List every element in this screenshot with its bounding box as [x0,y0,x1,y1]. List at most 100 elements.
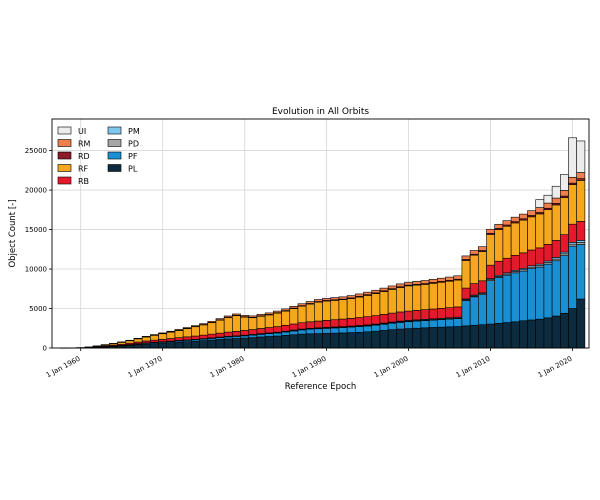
bar-pf-1997 [379,323,389,331]
legend-label-pl: PL [128,165,138,174]
bar-pf-2004 [437,319,446,328]
bar-rm-1974 [191,325,200,327]
bar-rm-1996 [371,289,381,294]
legend-label-rf: RF [78,165,89,174]
legend-swatch-pd [107,139,122,147]
bar-rb-2013 [510,254,520,271]
bar-pf-1991 [330,327,340,334]
legend-item-pd: PD [107,139,139,149]
legend-swatch-ui [57,126,72,135]
bar-pf-1990 [322,328,332,334]
bar-rf-2019 [560,197,569,235]
bar-rb-1998 [387,312,397,323]
bar-rm-2000 [404,281,414,286]
bar-pf-2003 [428,319,438,328]
bar-rm-1977 [215,318,225,321]
legend-item-pl: PL [107,164,138,174]
bar-pf-2012 [502,274,512,323]
legend-label-pf: PF [128,152,138,161]
bar-rb-2012 [502,257,512,274]
bar-rf-2007 [461,260,471,289]
bar-rb-1995 [363,316,373,326]
bar-rm-2006 [453,275,463,280]
bar-rm-1994 [355,293,364,297]
bar-rb-1993 [346,318,356,327]
bar-rf-1993 [346,298,356,319]
bar-pf-2002 [420,320,430,329]
bar-pf-1992 [338,327,348,334]
bar-pl-1977 [215,339,225,349]
bar-rm-2013 [510,216,520,222]
bar-rm-1986 [289,306,299,309]
bar-rb-1970 [158,339,168,342]
x-tick-label: 1 Jan 2000 [373,355,410,380]
bar-pf-2008 [469,296,479,326]
bar-rf-2008 [469,254,479,284]
bar-pf-1983 [264,333,274,337]
bar-rm-1979 [232,313,241,316]
y-axis-label: Object Count [-] [8,199,18,267]
bar-pl-1981 [248,337,258,349]
chart-title: Evolution in All Orbits [272,107,369,117]
bar-pl-2001 [412,327,422,349]
legend-item-ui: UI [57,126,86,136]
bar-pl-2006 [453,326,463,349]
legend-item-rf: RF [57,164,89,174]
legend-swatch-rm [57,139,72,147]
bar-rb-2015 [527,249,537,267]
y-axis-ticks: 0 5000 10000 15000 20000 25000 [25,147,52,353]
bar-rf-2005 [445,280,455,308]
bar-rf-2016 [535,213,545,249]
bar-rf-2021 [576,180,586,222]
y-tick-label: 25000 [25,147,47,155]
bar-rm-2004 [437,277,446,282]
bar-pl-1970 [158,342,168,349]
bar-pl-1999 [396,328,405,349]
bars [59,137,586,349]
bar-pf-1996 [371,324,381,332]
bar-rb-1985 [281,325,291,332]
bar-rm-2016 [535,207,545,213]
bar-pl-2011 [494,322,504,349]
bar-pf-2011 [494,277,504,324]
bar-pl-2002 [420,327,430,349]
bar-rf-1977 [215,319,225,334]
bar-rf-2010 [486,234,496,266]
bar-rb-2010 [486,264,496,279]
bar-rb-1990 [322,320,332,328]
bar-rb-1972 [174,337,184,341]
bar-pf-1999 [396,322,405,330]
bar-pl-1973 [182,341,192,349]
bar-rb-1982 [256,328,266,334]
bar-rb-1971 [166,338,176,342]
bar-rb-2019 [560,234,569,253]
bar-pl-2019 [560,312,569,349]
legend-item-pm: PM [107,126,140,136]
bar-pl-2020 [568,308,578,349]
bar-rb-1975 [199,334,209,339]
bar-rm-2018 [551,197,561,204]
bar-pf-1994 [355,326,364,333]
bar-rf-1967 [133,338,143,343]
bar-pl-1995 [363,331,373,349]
bar-pf-2009 [478,294,487,326]
legend-label-pm: PM [128,127,140,136]
bar-rf-2018 [551,204,561,241]
bar-pf-1981 [248,334,258,338]
bar-rb-2007 [461,287,471,300]
legend: UI RM RD RF RB PM PD PF PL [57,126,140,186]
bar-rm-1998 [387,285,397,289]
bar-ui-2019 [560,174,569,191]
bar-rf-1987 [297,305,307,324]
bar-ui-2016 [535,199,545,208]
bar-pl-2021 [576,298,586,349]
bar-rf-1995 [363,295,373,317]
bar-pl-1994 [355,331,364,349]
bar-rm-1984 [273,310,282,314]
bar-rf-1981 [248,317,258,330]
bar-rb-1997 [379,314,389,324]
bar-pf-1984 [273,332,282,337]
bar-rf-2003 [428,283,438,310]
bar-rb-2004 [437,308,446,319]
bar-rb-2014 [519,252,528,269]
